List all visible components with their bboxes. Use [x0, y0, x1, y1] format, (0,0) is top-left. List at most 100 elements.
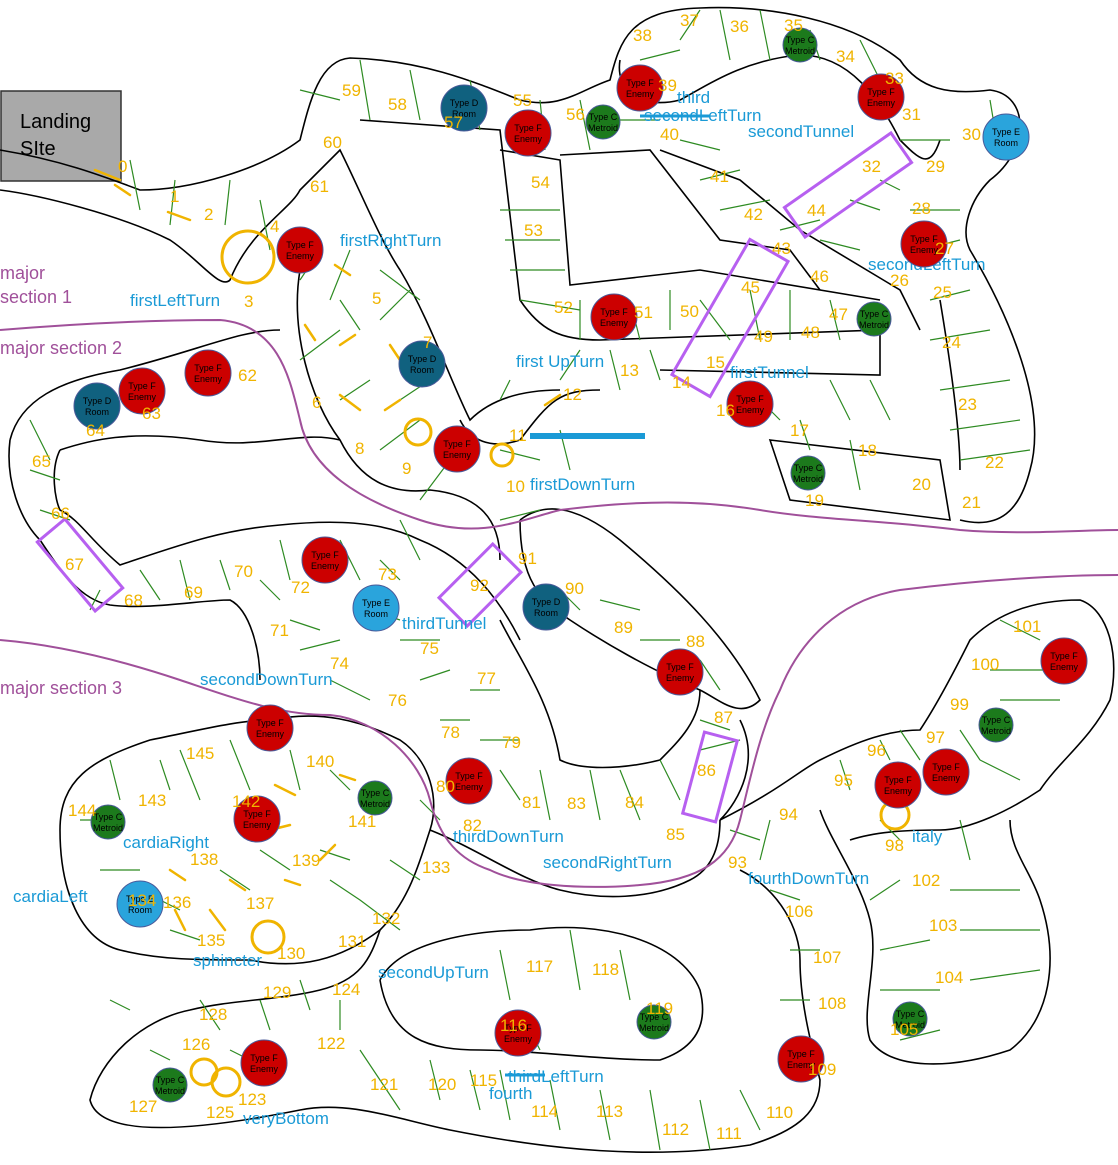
- cell-4[interactable]: 4: [270, 217, 279, 236]
- cell-88[interactable]: 88: [686, 632, 705, 651]
- cell-25[interactable]: 25: [933, 283, 952, 302]
- cell-12[interactable]: 12: [563, 385, 582, 404]
- cell-79[interactable]: 79: [502, 733, 521, 752]
- cell-38[interactable]: 38: [633, 26, 652, 45]
- cell-50[interactable]: 50: [680, 302, 699, 321]
- cell-61[interactable]: 61: [310, 177, 329, 196]
- cell-97[interactable]: 97: [926, 728, 945, 747]
- cell-48[interactable]: 48: [801, 323, 820, 342]
- cell-126[interactable]: 126: [182, 1035, 210, 1054]
- cell-49[interactable]: 49: [754, 327, 773, 346]
- cell-20[interactable]: 20: [912, 475, 931, 494]
- cell-9[interactable]: 9: [402, 459, 411, 478]
- cell-140[interactable]: 140: [306, 752, 334, 771]
- cell-130[interactable]: 130: [277, 944, 305, 963]
- cell-17[interactable]: 17: [790, 421, 809, 440]
- cell-141[interactable]: 141: [348, 812, 376, 831]
- cell-33[interactable]: 33: [885, 69, 904, 88]
- cell-73[interactable]: 73: [378, 565, 397, 584]
- cell-30[interactable]: 30: [962, 125, 981, 144]
- cell-24[interactable]: 24: [942, 333, 961, 352]
- cell-43[interactable]: 43: [772, 239, 791, 258]
- cell-55[interactable]: 55: [513, 91, 532, 110]
- landing-site[interactable]: Landing SIte: [0, 90, 122, 182]
- cell-92[interactable]: 92: [470, 576, 489, 595]
- cell-34[interactable]: 34: [836, 47, 855, 66]
- cell-119[interactable]: 119: [646, 999, 673, 1018]
- cell-53[interactable]: 53: [524, 221, 543, 240]
- cell-71[interactable]: 71: [270, 621, 289, 640]
- cell-11[interactable]: 11: [509, 426, 527, 445]
- cell-16[interactable]: 16: [716, 401, 735, 420]
- cell-21[interactable]: 21: [962, 493, 981, 512]
- cell-109[interactable]: 109: [808, 1060, 836, 1079]
- cell-87[interactable]: 87: [714, 708, 733, 727]
- cell-105[interactable]: 105: [890, 1020, 918, 1039]
- cell-128[interactable]: 128: [199, 1005, 227, 1024]
- cell-103[interactable]: 103: [929, 916, 957, 935]
- cell-124[interactable]: 124: [332, 980, 360, 999]
- cell-67[interactable]: 67: [65, 555, 84, 574]
- cell-35[interactable]: 35: [784, 16, 803, 35]
- cell-136[interactable]: 136: [163, 893, 191, 912]
- cell-8[interactable]: 8: [355, 439, 364, 458]
- cell-131[interactable]: 131: [338, 932, 366, 951]
- cell-81[interactable]: 81: [522, 793, 541, 812]
- cell-3[interactable]: 3: [244, 292, 253, 311]
- cell-95[interactable]: 95: [834, 771, 853, 790]
- cell-39[interactable]: 39: [658, 76, 677, 95]
- cell-100[interactable]: 100: [971, 655, 999, 674]
- cell-90[interactable]: 90: [565, 579, 584, 598]
- cell-114[interactable]: 114: [531, 1102, 558, 1121]
- cell-41[interactable]: 41: [710, 167, 729, 186]
- cell-122[interactable]: 122: [317, 1034, 345, 1053]
- cell-22[interactable]: 22: [985, 453, 1004, 472]
- cell-106[interactable]: 106: [785, 902, 813, 921]
- cell-60[interactable]: 60: [323, 133, 342, 152]
- cell-112[interactable]: 112: [662, 1120, 689, 1139]
- cell-86[interactable]: 86: [697, 761, 716, 780]
- cell-59[interactable]: 59: [342, 81, 361, 100]
- cell-13[interactable]: 13: [620, 361, 639, 380]
- cell-56[interactable]: 56: [566, 105, 585, 124]
- cell-145[interactable]: 145: [186, 744, 214, 763]
- cell-1[interactable]: 1: [170, 187, 179, 206]
- cell-89[interactable]: 89: [614, 618, 633, 637]
- cell-0[interactable]: 0: [118, 157, 127, 176]
- cell-28[interactable]: 28: [912, 199, 931, 218]
- cell-107[interactable]: 107: [813, 948, 841, 967]
- cell-45[interactable]: 45: [741, 278, 760, 297]
- cell-64[interactable]: 64: [86, 421, 105, 440]
- cell-133[interactable]: 133: [422, 858, 450, 877]
- cell-51[interactable]: 51: [634, 303, 653, 322]
- cell-125[interactable]: 125: [206, 1103, 234, 1122]
- cell-47[interactable]: 47: [829, 305, 848, 324]
- cell-113[interactable]: 113: [596, 1102, 623, 1121]
- cell-135[interactable]: 135: [197, 931, 225, 950]
- cell-74[interactable]: 74: [330, 654, 349, 673]
- cell-80[interactable]: 80: [436, 777, 455, 796]
- cell-31[interactable]: 31: [902, 105, 921, 124]
- cell-44[interactable]: 44: [807, 201, 826, 220]
- cell-5[interactable]: 5: [372, 289, 381, 308]
- cell-139[interactable]: 139: [292, 851, 320, 870]
